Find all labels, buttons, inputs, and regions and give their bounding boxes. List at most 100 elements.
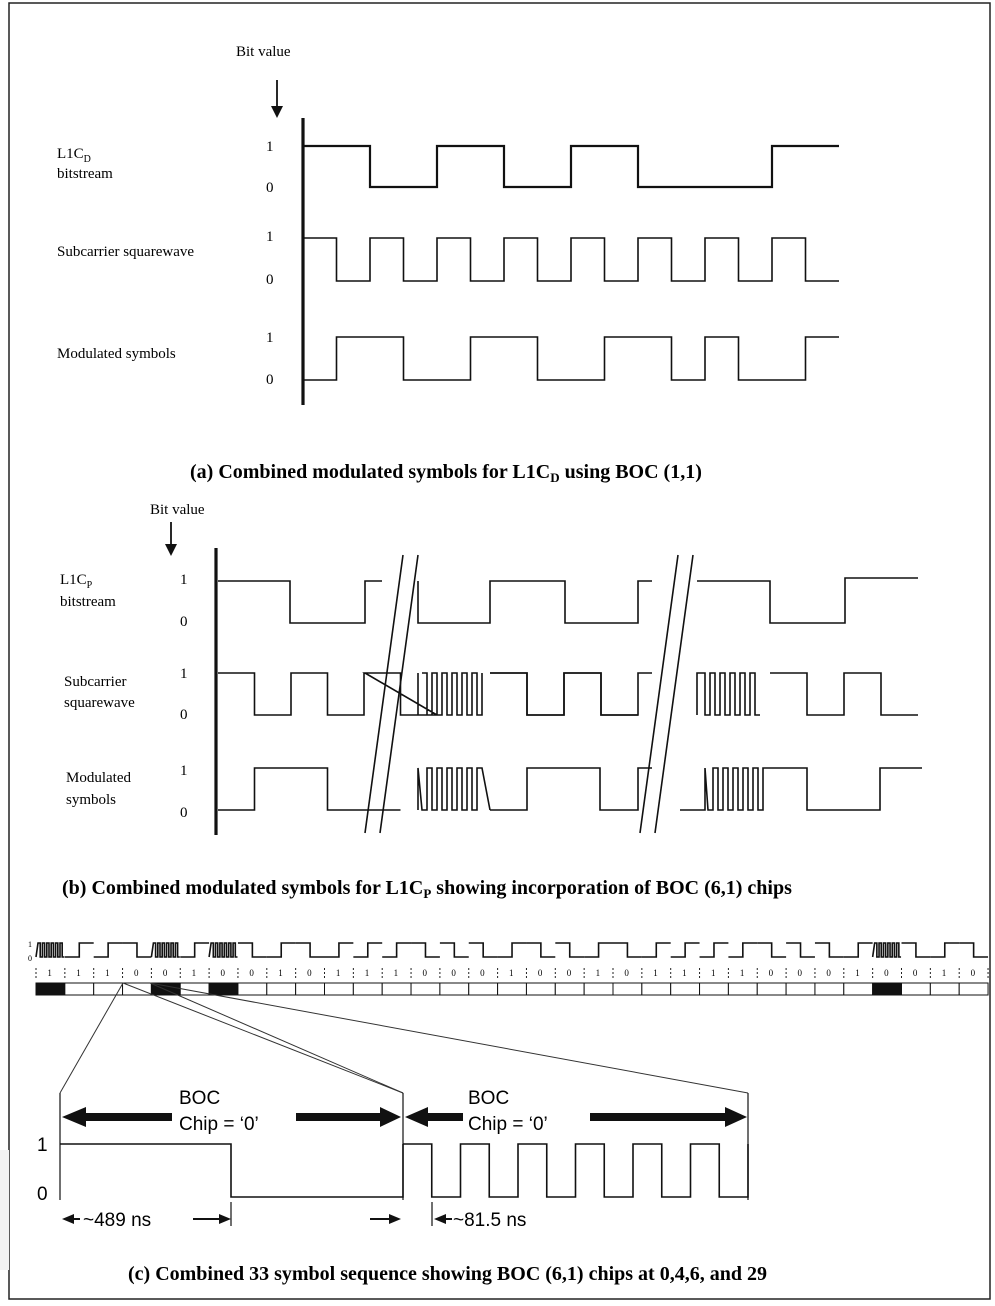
bit-value-2: 1: [105, 968, 110, 978]
part-c-tick-bottom: 0: [28, 954, 32, 963]
chip-box-32: [958, 982, 989, 996]
detail-boc61-trace: [403, 1143, 749, 1198]
part-b-row1-lo: 0: [180, 614, 188, 630]
part-b-waves: [218, 577, 922, 811]
bit-value-6: 0: [221, 968, 226, 978]
part-c-duration-left: [62, 1202, 232, 1226]
bit-value-10: 1: [336, 968, 341, 978]
symbol-wave-2: [93, 942, 123, 958]
break-mark-1-a: [639, 554, 679, 834]
chip-box-6: [208, 982, 239, 996]
bit-value-5: 1: [192, 968, 197, 978]
bit-value-32: 0: [971, 968, 976, 978]
part-b-bit-value-arrow: [165, 522, 177, 556]
chip-box-11: [352, 982, 383, 996]
symbol-wave-5: [180, 942, 210, 958]
chip-box-18: [554, 982, 585, 996]
part-c-tick-top: 1: [28, 940, 32, 949]
bit-value-14: 0: [451, 968, 456, 978]
part-a-row1-label-line2: bitstream: [57, 166, 113, 182]
symbol-wave-13: [411, 942, 440, 958]
part-c-axis-lo: 0: [37, 1184, 48, 1205]
chip-box-8: [266, 982, 297, 996]
part-c-axis-hi: 1: [37, 1135, 48, 1156]
part-c-chip-boxes: [35, 982, 989, 996]
part-a-row1-hi: 1: [266, 139, 274, 155]
symbol-wave-32: [959, 942, 989, 958]
part-a-bitstream-wave: [303, 144, 839, 189]
bit-value-31: 1: [942, 968, 947, 978]
part-c-boc-label-right: BOC: [468, 1088, 509, 1109]
symbol-wave-30: [901, 942, 931, 958]
symbol-wave-boc-4: [150, 942, 180, 958]
bit-value-30: 0: [913, 968, 918, 978]
part-c-duration-right: [370, 1202, 452, 1226]
chip-box-27: [814, 982, 845, 996]
subcarrier-trace-2: [490, 672, 652, 716]
part-c-chip-label-left: Chip = ‘0’: [179, 1114, 259, 1135]
symbol-wave-27: [814, 942, 844, 958]
modulated-trace-2: [490, 767, 652, 811]
part-b: Bit value L1CP bitstream 1 0 Subcarrier …: [60, 502, 922, 901]
part-a-caption: (a) Combined modulated symbols for L1CD …: [190, 461, 702, 485]
break-mark-0-a: [364, 554, 404, 834]
bit-value-0: 1: [47, 968, 52, 978]
bit-value-8: 1: [278, 968, 283, 978]
bit-value-23: 1: [711, 968, 716, 978]
chip-box-31: [929, 982, 960, 996]
chip-box-30: [901, 982, 931, 996]
bit-value-20: 0: [624, 968, 629, 978]
part-b-row3-label: Modulated: [66, 770, 131, 786]
bit-value-25: 0: [769, 968, 774, 978]
symbol-wave-boc-6: [208, 942, 238, 958]
bit-value-28: 1: [855, 968, 860, 978]
bit-value-15: 0: [480, 968, 485, 978]
chip-box-23: [699, 982, 729, 996]
chip-box-14: [439, 982, 470, 996]
bit-value-12: 1: [394, 968, 399, 978]
bit-value-11: 1: [365, 968, 370, 978]
symbol-wave-25: [757, 942, 787, 958]
bit-value-29: 0: [884, 968, 889, 978]
symbol-wave-1: [64, 942, 94, 958]
part-a-modulated-wave: [303, 336, 839, 381]
outer-border: [8, 2, 991, 1300]
part-c: 1 0 1 1 1 0 0 1 0 0 1 0 1 1 1 0 0 0 1 0 0 1 0 1 1 1 1 0 0 0 1 0 0 1 0: [28, 940, 989, 1285]
symbol-wave-19: [584, 942, 613, 958]
bit-value-26: 0: [798, 968, 803, 978]
subcarrier-trace-1: [218, 672, 638, 716]
bitstream-trace: [303, 144, 839, 189]
chip-box-28: [843, 982, 874, 996]
part-b-row1-label-line2: bitstream: [60, 594, 116, 610]
bitstream-trace: [218, 577, 918, 624]
part-b-row3-label-line2: symbols: [66, 792, 116, 808]
part-b-break-marks: [364, 554, 694, 834]
chip-box-13: [410, 982, 441, 996]
symbol-wave-10: [324, 942, 354, 958]
part-a-row3-hi: 1: [266, 330, 274, 346]
part-b-row2-label: Subcarrier: [64, 674, 126, 690]
part-a-subcarrier-wave: [303, 237, 839, 282]
part-c-duration-left-label: ~489 ns: [83, 1210, 151, 1231]
chip-box-10: [324, 982, 354, 996]
chip-box-20: [612, 982, 643, 996]
chip-box-26: [785, 982, 816, 996]
part-b-row2-label-line2: squarewave: [64, 695, 135, 711]
chip-box-2: [93, 982, 124, 996]
part-b-row3-hi: 1: [180, 763, 188, 779]
symbol-wave-7: [237, 942, 267, 958]
symbol-wave-17: [526, 942, 556, 958]
part-b-row2-lo: 0: [180, 707, 188, 723]
chip-box-12: [381, 982, 412, 996]
part-b-row1-hi: 1: [180, 572, 188, 588]
bit-value-1: 1: [76, 968, 81, 978]
subcarrier-trace: [303, 237, 839, 282]
part-c-boc-arrow-right: [405, 1107, 747, 1127]
chip-box-21: [641, 982, 672, 996]
bit-value-7: 0: [249, 968, 254, 978]
chip-box-0: [35, 982, 66, 996]
chip-box-4: [150, 982, 181, 996]
symbol-wave-22: [670, 942, 700, 958]
